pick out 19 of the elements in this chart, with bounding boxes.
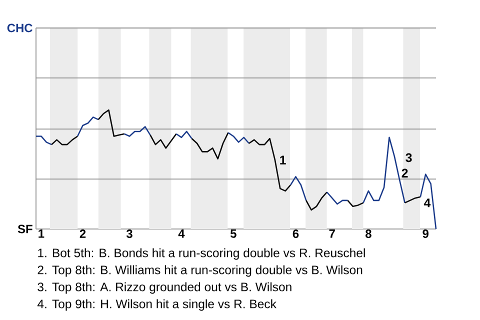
text: 3. Top 8th: A. Rizzo grounded out vs B. Wilson (38, 282, 292, 294)
annotation: 3 (406, 153, 412, 162)
x-tick-label: 7 (329, 230, 335, 238)
annotation: 2 (402, 168, 408, 178)
text: CHC (7, 24, 32, 32)
x-tick-label: 5 (230, 230, 236, 238)
x-tick-label: 1 (38, 230, 44, 238)
x-tick-label: 9 (422, 230, 428, 238)
x-tick-label: 3 (126, 230, 132, 238)
annotation: 1 (280, 156, 286, 164)
x-tick-label: 2 (80, 230, 86, 238)
x-tick-label: 8 (366, 230, 372, 238)
text: 1. Bot 5th: B. Bonds hit a run-scoring double vs R. Reuschel (38, 248, 365, 260)
text: SF (18, 224, 32, 234)
annotation: 4 (424, 198, 431, 208)
text: 2. Top 8th: B. Williams hit a run-scoring double vs B. Wilson (38, 265, 362, 277)
text: 4. Top 9th: H. Wilson hit a single vs R. Beck (37, 299, 276, 311)
x-tick-label: 6 (292, 230, 299, 238)
x-tick-label: 4 (178, 230, 185, 238)
